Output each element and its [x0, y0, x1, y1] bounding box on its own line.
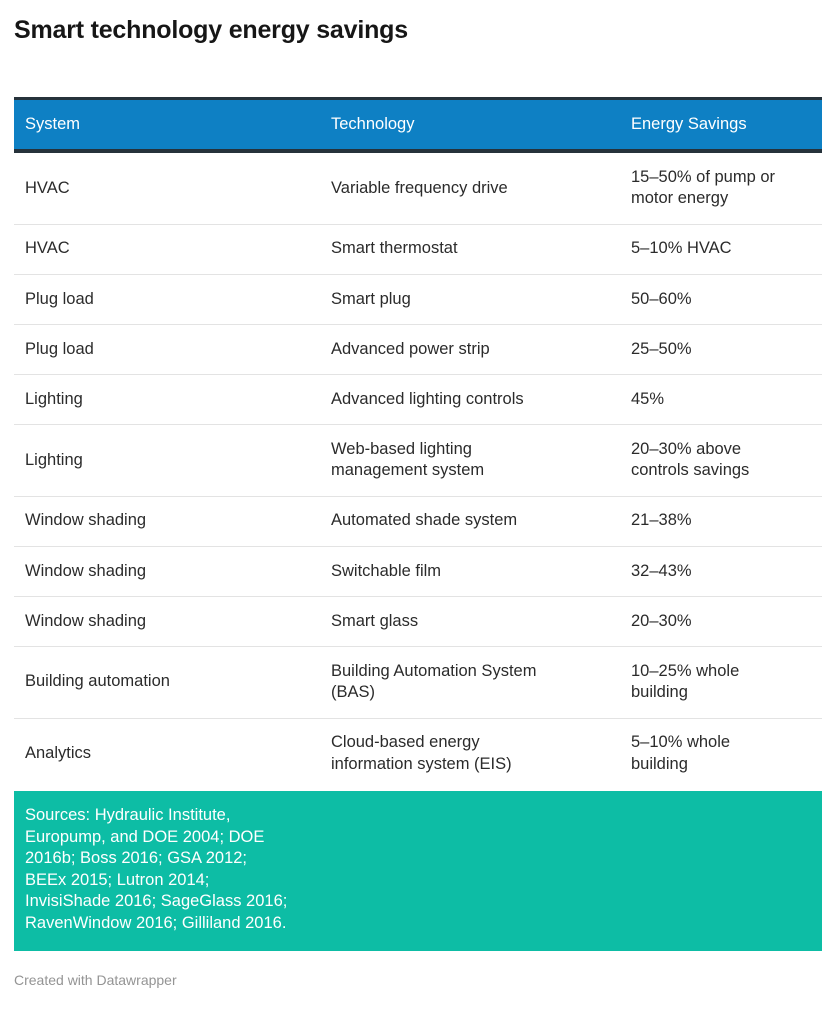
table-row: Plug load Advanced power strip 25–50%	[14, 324, 822, 375]
cell-technology-text: Automated shade system	[331, 511, 518, 530]
cell-system: Window shading	[14, 496, 331, 547]
table-header-row: System Technology Energy Savings	[14, 98, 822, 154]
datawrapper-table-page: Smart technology energy savings System T…	[14, 16, 822, 989]
cell-energy-savings-text: 20–30% above controls savings	[631, 439, 750, 480]
cell-system-text: Window shading	[25, 611, 147, 630]
table-row: Lighting Advanced lighting controls 45%	[14, 374, 822, 426]
cell-system-text: Lighting	[25, 450, 83, 469]
cell-technology: Variable frequency drive	[331, 151, 631, 225]
table-row: Analytics Cloud-based energy information …	[14, 718, 822, 789]
table-row: Building automation Building Automation S…	[14, 646, 822, 719]
datawrapper-credit-link[interactable]: Created with Datawrapper	[14, 972, 177, 989]
cell-energy-savings-text: 21–38%	[631, 511, 692, 530]
cell-system-text: HVAC	[25, 178, 70, 197]
cell-system-text: Window shading	[25, 561, 147, 580]
cell-technology-text: Variable frequency drive	[331, 178, 508, 197]
page-title: Smart technology energy savings	[14, 16, 408, 44]
cell-technology: Switchable film	[331, 546, 631, 597]
cell-energy-savings-text: 45%	[631, 389, 665, 408]
cell-system: Lighting	[14, 424, 331, 497]
cell-technology-text: Cloud-based energy information system (E…	[331, 733, 512, 773]
energy-savings-table: System Technology Energy Savings HVAC Var…	[14, 97, 822, 789]
cell-system: Window shading	[14, 546, 331, 597]
cell-system: HVAC	[14, 224, 331, 275]
cell-system-text: Window shading	[25, 511, 147, 530]
cell-technology: Advanced lighting controls	[331, 374, 631, 426]
cell-technology: Smart plug	[331, 274, 631, 325]
cell-technology: Smart thermostat	[331, 224, 631, 275]
cell-technology-text: Advanced power strip	[331, 339, 490, 358]
cell-energy-savings-text: 50–60%	[631, 289, 692, 308]
cell-system: HVAC	[14, 151, 331, 225]
cell-system: Plug load	[14, 274, 331, 325]
cell-energy-savings: 32–43%	[631, 546, 822, 597]
cell-technology-text: Building Automation System (BAS)	[331, 661, 537, 702]
table-row: HVAC Smart thermostat 5–10% HVAC	[14, 224, 822, 275]
column-header-energy-savings: Energy Savings	[631, 98, 822, 154]
cell-energy-savings: 20–30% above controls savings	[631, 424, 822, 497]
column-header-technology: Technology	[331, 98, 631, 154]
cell-energy-savings-text: 32–43%	[631, 561, 692, 580]
cell-system-text: HVAC	[25, 239, 70, 258]
cell-energy-savings: 5–10% HVAC	[631, 224, 822, 275]
cell-energy-savings: 25–50%	[631, 324, 822, 375]
cell-technology: Automated shade system	[331, 496, 631, 547]
sources-text: Sources: Hydraulic Institute, Europump, …	[25, 806, 288, 932]
cell-energy-savings-text: 5–10% whole building	[631, 733, 731, 773]
cell-technology: Smart glass	[331, 596, 631, 647]
table-row: Lighting Web-based lighting management sy…	[14, 424, 822, 497]
table-body: HVAC Variable frequency drive 15–50% of pu…	[14, 151, 822, 789]
cell-technology-text: Smart thermostat	[331, 239, 458, 258]
cell-technology-text: Smart glass	[331, 611, 419, 630]
cell-technology-text: Switchable film	[331, 561, 442, 580]
cell-technology-text: Advanced lighting controls	[331, 389, 524, 408]
cell-system-text: Plug load	[25, 289, 94, 308]
cell-system-text: Building automation	[25, 672, 170, 691]
cell-system: Plug load	[14, 324, 331, 375]
cell-technology-text: Smart plug	[331, 289, 411, 308]
cell-energy-savings: 15–50% of pump or motor energy	[631, 151, 822, 225]
cell-technology: Advanced power strip	[331, 324, 631, 375]
cell-energy-savings: 20–30%	[631, 596, 822, 647]
table-row: Window shading Automated shade system 21–3…	[14, 496, 822, 547]
sources-box: Sources: Hydraulic Institute, Europump, …	[14, 791, 822, 952]
cell-system: Lighting	[14, 374, 331, 426]
cell-energy-savings-text: 5–10% HVAC	[631, 239, 732, 258]
cell-energy-savings: 21–38%	[631, 496, 822, 547]
cell-energy-savings-text: 20–30%	[631, 611, 692, 630]
table-header: System Technology Energy Savings	[14, 98, 822, 154]
cell-energy-savings: 50–60%	[631, 274, 822, 325]
table-row: Window shading Smart glass 20–30%	[14, 596, 822, 647]
cell-technology-text: Web-based lighting management system	[331, 439, 485, 480]
cell-energy-savings-text: 25–50%	[631, 339, 692, 358]
cell-system: Building automation	[14, 646, 331, 719]
table-row: Window shading Switchable film 32–43%	[14, 546, 822, 597]
table-row: HVAC Variable frequency drive 15–50% of pu…	[14, 151, 822, 225]
column-header-system: System	[14, 98, 331, 154]
cell-system-text: Analytics	[25, 744, 92, 763]
cell-system-text: Plug load	[25, 339, 94, 358]
cell-system: Window shading	[14, 596, 331, 647]
cell-technology: Web-based lighting management system	[331, 424, 631, 497]
table-row: Plug load Smart plug 50–60%	[14, 274, 822, 325]
cell-energy-savings-text: 15–50% of pump or motor energy	[631, 167, 776, 208]
cell-energy-savings: 45%	[631, 374, 822, 426]
cell-technology: Cloud-based energy information system (E…	[331, 718, 631, 789]
cell-energy-savings: 5–10% whole building	[631, 718, 822, 789]
cell-system: Analytics	[14, 718, 331, 789]
cell-energy-savings-text: 10–25% whole building	[631, 661, 740, 702]
cell-system-text: Lighting	[25, 389, 83, 408]
cell-energy-savings: 10–25% whole building	[631, 646, 822, 719]
cell-technology: Building Automation System (BAS)	[331, 646, 631, 719]
